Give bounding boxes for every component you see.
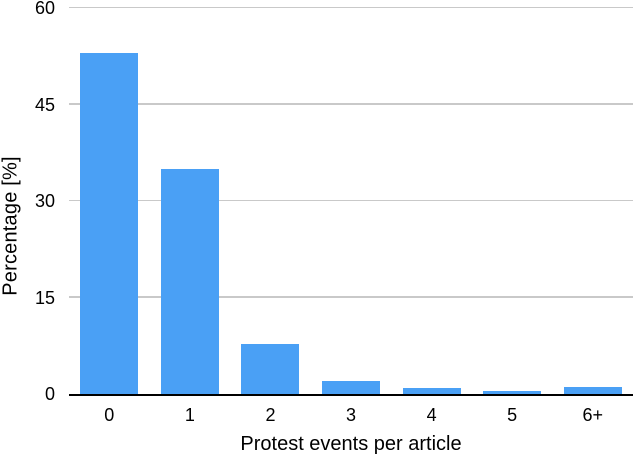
bar-slot-1 [150,8,231,394]
x-tick-label-0: 0 [104,405,115,425]
gridline-15 [69,296,633,298]
y-axis-title: Percentage [%] [0,156,22,296]
bar-2 [241,343,300,394]
bar-1 [160,168,219,394]
x-tick-label-4: 4 [426,405,437,425]
bar-5 [483,390,542,394]
gridline-45 [69,103,633,105]
x-tick-label-1: 1 [184,405,195,425]
gridline-30 [69,199,633,201]
y-tick-label-0: 0 [44,384,55,404]
x-tick-label-2: 2 [265,405,276,425]
gridline-60 [69,6,633,8]
x-axis-tick-labels: 0 1 2 3 4 5 6+ [69,404,633,426]
bar-6+ [563,386,622,394]
y-tick-label-15: 15 [34,287,55,308]
y-tick-label-60: 60 [34,0,55,18]
bar-slot-3 [311,8,392,394]
x-tick-label-5: 5 [507,405,518,425]
x-axis-title: Protest events per article [240,433,462,455]
bar-3 [322,380,381,394]
bar-0 [80,53,139,394]
bars-layer [69,8,633,394]
y-tick-label-30: 30 [34,191,55,211]
x-tick-label-3: 3 [346,405,357,425]
bar-slot-0 [69,8,150,394]
bar-slot-2 [230,8,311,394]
bar-slot-4 [391,8,472,394]
bar-slot-5 [472,8,553,394]
y-tick-label-45: 45 [34,94,55,115]
bar-slot-6+ [552,8,633,394]
x-tick-label-6+: 6+ [582,405,604,425]
plot-area [69,6,633,396]
bar-4 [402,387,461,394]
